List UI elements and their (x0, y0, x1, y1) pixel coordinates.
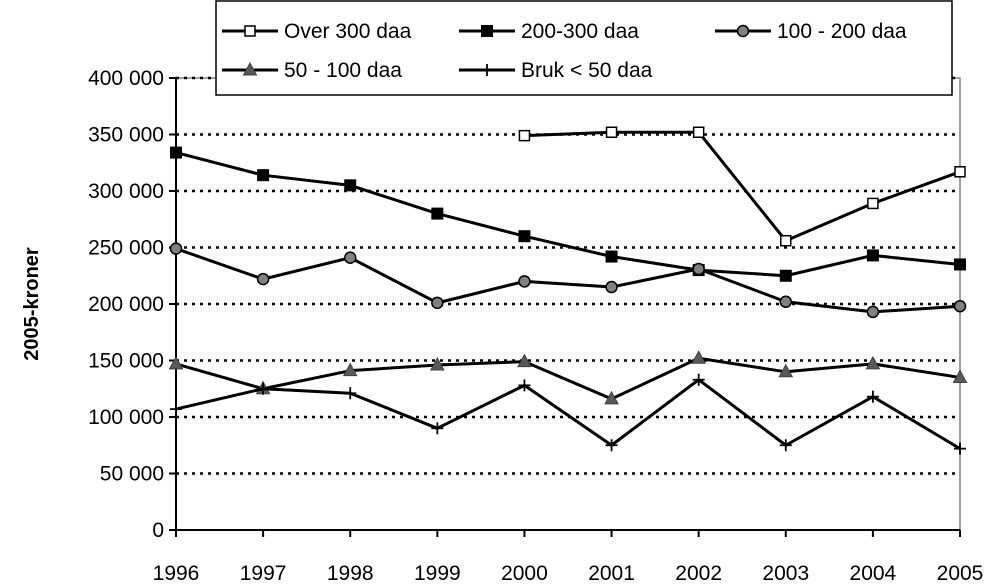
legend-item-1-marker (244, 25, 256, 37)
y-tick-label: 0 (152, 519, 164, 542)
series-1-point (780, 234, 792, 247)
series-3-line (175, 247, 961, 314)
series-4-point (691, 350, 707, 364)
x-tick-label: 2002 (675, 562, 722, 585)
x-tick-label: 1996 (153, 562, 200, 585)
series-4-point (168, 355, 184, 370)
series-2-point (605, 250, 618, 263)
series-2-point (866, 249, 879, 262)
x-tick-label: 2003 (762, 562, 809, 585)
series-5-point (257, 382, 270, 395)
series-2-line (175, 151, 961, 278)
series-5-point (866, 390, 879, 403)
series-3-point (866, 305, 880, 319)
series-5-point (779, 439, 792, 452)
series-3-point (431, 296, 444, 310)
series-5-point (518, 379, 531, 392)
y-tick-label: 150 000 (88, 350, 164, 373)
y-tick-label: 200 000 (88, 293, 164, 316)
y-tick-label: 250 000 (88, 237, 164, 260)
x-tick-label: 2004 (850, 562, 897, 585)
series-3-point (692, 262, 705, 276)
y-tick-label: 300 000 (88, 180, 164, 203)
series-2-point (518, 230, 531, 243)
legend-item-4-marker (242, 61, 258, 76)
series-5-line (175, 378, 961, 450)
legend-item-3-marker (736, 24, 750, 38)
x-tick-label: 2001 (588, 562, 635, 585)
y-axis-title: 2005-kroner (21, 247, 43, 361)
legend-item-5-marker (481, 64, 493, 76)
y-tick-label: 350 000 (88, 124, 164, 147)
series-3-point (605, 280, 618, 294)
series-5-point (692, 373, 705, 386)
series-4-point (429, 356, 445, 371)
series-3-point (256, 272, 270, 286)
series-4-point (342, 362, 358, 377)
legend-item-3-label: 100 - 200 daa (777, 20, 907, 43)
series-3-point (343, 251, 357, 264)
legend-item-5-label: Bruk < 50 daa (521, 59, 653, 82)
series-5-point (605, 439, 618, 452)
y-tick-label: 400 000 (88, 67, 164, 90)
x-tick-label: 1999 (414, 562, 461, 585)
series-4-point (865, 355, 881, 370)
series-1-point (692, 126, 705, 138)
x-tick-label: 1998 (327, 562, 374, 585)
x-tick-label: 1997 (240, 562, 287, 585)
series-5-point (170, 403, 182, 416)
series-2-point (170, 146, 182, 159)
series-3-point (169, 242, 183, 255)
series-5-point (431, 422, 444, 435)
series-3-point (953, 300, 967, 313)
series-2-point (779, 269, 792, 282)
legend-item-1-label: Over 300 daa (284, 20, 412, 43)
legend-item-2-label: 200-300 daa (521, 20, 639, 43)
y-tick-label: 100 000 (88, 406, 164, 429)
series-3-point (779, 295, 793, 308)
series-2-point (257, 169, 270, 182)
series-1-point (518, 129, 531, 142)
legend-item-2-marker (481, 25, 493, 37)
series-1-point (954, 166, 966, 178)
series-1-line (524, 130, 961, 243)
series-2-point (431, 207, 444, 220)
series-2-point (344, 179, 357, 192)
series-4-point (952, 369, 968, 383)
series-5-point (344, 387, 357, 400)
y-tick-label: 50 000 (100, 463, 164, 486)
x-tick-label: 2000 (501, 562, 548, 585)
x-tick-label: 2005 (937, 562, 984, 585)
series-5-point (954, 442, 966, 455)
series-1-point (605, 126, 618, 138)
series-4-point (778, 363, 794, 378)
legend-box (215, 0, 953, 96)
series-2-point (954, 258, 966, 271)
series-4-line (175, 356, 961, 401)
series-1-point (867, 197, 879, 210)
series-4-point (604, 390, 619, 405)
series-3-point (518, 275, 531, 288)
legend-item-4-label: 50 - 100 daa (284, 59, 402, 82)
series-4-point (517, 353, 532, 368)
